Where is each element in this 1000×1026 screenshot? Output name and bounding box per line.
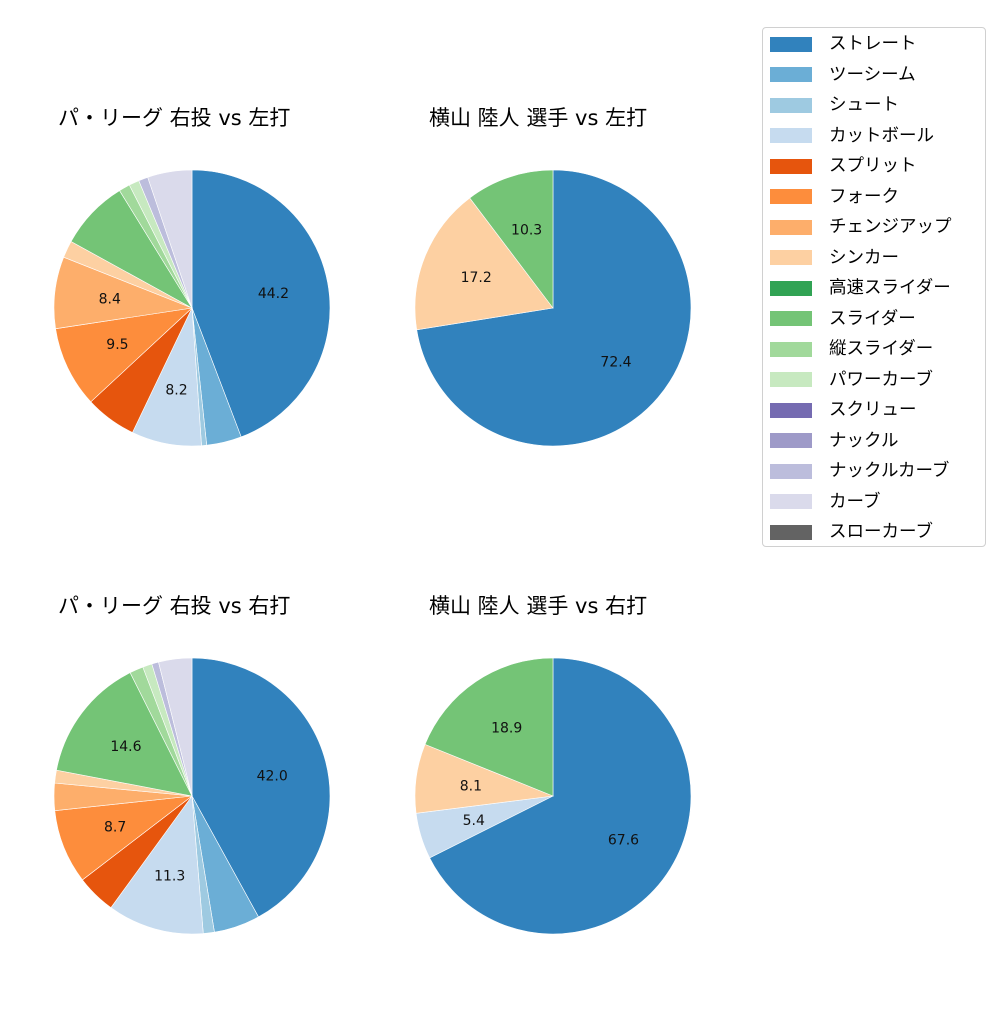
- pie-panel-player-vs-left: 横山 陸人 選手 vs 左打 72.4 17.2 10.3: [413, 98, 753, 538]
- legend-swatch: [770, 402, 812, 418]
- legend-label: ツーシーム: [829, 64, 916, 85]
- pie-slice: [158, 657, 193, 797]
- slice-value-label: 5.4: [463, 813, 485, 829]
- legend-swatch: [770, 219, 812, 235]
- pie-slice: [429, 657, 692, 935]
- slice-value-label: 8.1: [460, 778, 482, 794]
- legend-swatch: [770, 189, 812, 204]
- pie-slice: [416, 169, 692, 447]
- legend-label: 縦スライダー: [829, 339, 934, 359]
- slice-value-label: 18.9: [491, 720, 522, 736]
- chart-title: 横山 陸人 選手 vs 右打: [429, 594, 648, 618]
- pie-slice: [56, 672, 193, 797]
- slice-value-label: 9.5: [106, 337, 128, 353]
- slice-value-label: 8.4: [99, 292, 121, 308]
- slice-value-label: 8.7: [104, 820, 126, 836]
- legend-swatch: [770, 341, 812, 357]
- legend-swatch: [770, 36, 812, 52]
- pie-panel-league-vs-left: パ・リーグ 右投 vs 左打 44.2 8.2 9.5 8.4: [52, 98, 392, 538]
- legend-label: スローカーブ: [829, 522, 933, 542]
- chart-title: 横山 陸人 選手 vs 左打: [429, 106, 648, 130]
- chart-title: パ・リーグ 右投 vs 右打: [58, 594, 291, 618]
- legend-swatch: [770, 250, 812, 265]
- pie-slice: [110, 795, 204, 935]
- legend-label: ナックルカーブ: [829, 461, 950, 481]
- pie-slice: [191, 169, 331, 438]
- chart-legend: ストレート ツーシーム シュート カットボール スプリット フォーク チェンジア…: [762, 27, 986, 547]
- legend-label: ナックル: [829, 430, 899, 451]
- legend-label: スクリュー: [829, 400, 917, 420]
- legend-label: フォーク: [829, 186, 899, 207]
- legend-swatch: [770, 494, 812, 509]
- legend-swatch: [770, 280, 812, 296]
- pie-chart: 44.2 8.2 9.5 8.4: [53, 169, 331, 447]
- pie-slice: [191, 657, 331, 918]
- legend-swatch: [770, 463, 812, 479]
- legend-swatch: [770, 524, 812, 540]
- slice-value-label: 44.2: [258, 286, 289, 302]
- slice-value-label: 67.6: [608, 832, 639, 848]
- slice-value-label: 11.3: [154, 869, 185, 885]
- pie-slice: [424, 657, 554, 797]
- pie-panel-player-vs-right: 横山 陸人 選手 vs 右打 67.6 5.4 8.1 18.9: [413, 586, 753, 1026]
- legend-label: ストレート: [829, 34, 917, 54]
- slice-value-label: 72.4: [600, 355, 631, 371]
- legend-label: スプリット: [829, 156, 917, 176]
- pie-slice: [469, 169, 554, 309]
- slice-value-label: 42.0: [257, 768, 288, 784]
- legend-label: チェンジアップ: [829, 217, 952, 237]
- slice-value-label: 10.3: [511, 223, 542, 239]
- legend-label: 高速スライダー: [829, 278, 951, 298]
- slice-value-label: 14.6: [110, 739, 141, 755]
- chart-title: パ・リーグ 右投 vs 左打: [58, 106, 291, 130]
- pie-chart: 42.0 11.3 8.7 14.6: [53, 657, 331, 935]
- legend-swatch: [770, 158, 812, 174]
- pie-slice: [147, 169, 193, 309]
- pie-slice: [414, 197, 554, 331]
- legend-swatch: [770, 67, 812, 82]
- pie-panel-league-vs-right: パ・リーグ 右投 vs 右打 42.0 11.3 8.7 14.6: [52, 586, 392, 1026]
- legend-label: カットボール: [829, 125, 934, 146]
- pie-chart: 67.6 5.4 8.1 18.9: [414, 657, 692, 935]
- legend-swatch: [770, 372, 812, 387]
- legend-label: シンカー: [829, 247, 899, 268]
- legend-label: シュート: [829, 95, 899, 115]
- pie-chart: 72.4 17.2 10.3: [414, 169, 692, 447]
- legend-label: スライダー: [829, 308, 916, 329]
- slice-value-label: 8.2: [165, 382, 187, 398]
- legend-swatch: [770, 311, 812, 326]
- legend-label: カーブ: [829, 491, 881, 512]
- legend-swatch: [770, 128, 812, 143]
- legend-label: パワーカーブ: [829, 369, 933, 390]
- pie-slice: [55, 307, 193, 403]
- legend-swatch: [770, 97, 812, 113]
- slice-value-label: 17.2: [461, 270, 492, 286]
- legend-swatch: [770, 433, 812, 448]
